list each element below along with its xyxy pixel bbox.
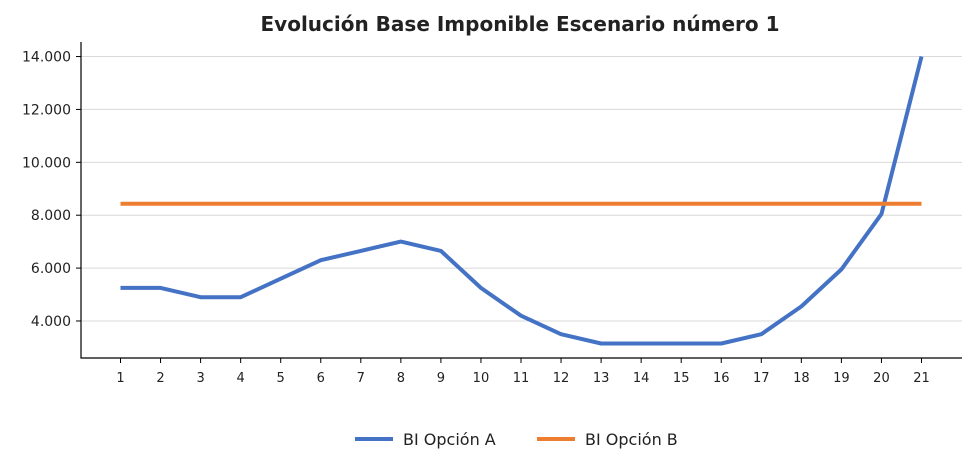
x-tick-label: 1	[116, 371, 124, 386]
x-tick-label: 7	[357, 371, 365, 386]
y-tick-label: 14.000	[22, 50, 71, 66]
y-tick-label: 12.000	[22, 102, 71, 118]
x-tick-label: 6	[317, 371, 325, 386]
x-tick-label: 5	[277, 371, 285, 386]
y-tick-label: 6.000	[31, 261, 71, 277]
x-tick-label: 21	[913, 371, 930, 386]
x-tick-label: 2	[156, 371, 164, 386]
x-tick-label: 19	[833, 371, 850, 386]
x-tick-label: 17	[753, 371, 770, 386]
legend-label: BI Opción A	[403, 430, 496, 449]
x-tick-label: 13	[593, 371, 610, 386]
axis-spines	[80, 42, 962, 359]
legend-label: BI Opción B	[585, 430, 678, 449]
y-tick-label: 10.000	[22, 155, 71, 171]
x-tick-label: 15	[673, 371, 690, 386]
x-tick-label: 16	[713, 371, 730, 386]
chart-title: Evolución Base Imponible Escenario númer…	[261, 12, 780, 36]
y-tick-label: 8.000	[31, 208, 71, 224]
gridlines	[81, 56, 962, 322]
x-tick-label: 9	[437, 371, 445, 386]
x-tick-label: 8	[397, 371, 405, 386]
x-tick-label: 11	[513, 371, 530, 386]
x-tick-label: 20	[873, 371, 890, 386]
series-lines	[120, 56, 924, 346]
x-tick-label: 3	[196, 371, 204, 386]
x-tick-label: 12	[553, 371, 570, 386]
legend: BI Opción A BI Opción B	[355, 430, 678, 449]
y-tick-label: 4.000	[31, 314, 71, 330]
x-tick-label: 14	[633, 371, 650, 386]
series-line-1	[120, 56, 924, 346]
x-tick-label: 18	[793, 371, 810, 386]
x-tick-label: 10	[473, 371, 490, 386]
x-tick-label: 4	[237, 371, 245, 386]
